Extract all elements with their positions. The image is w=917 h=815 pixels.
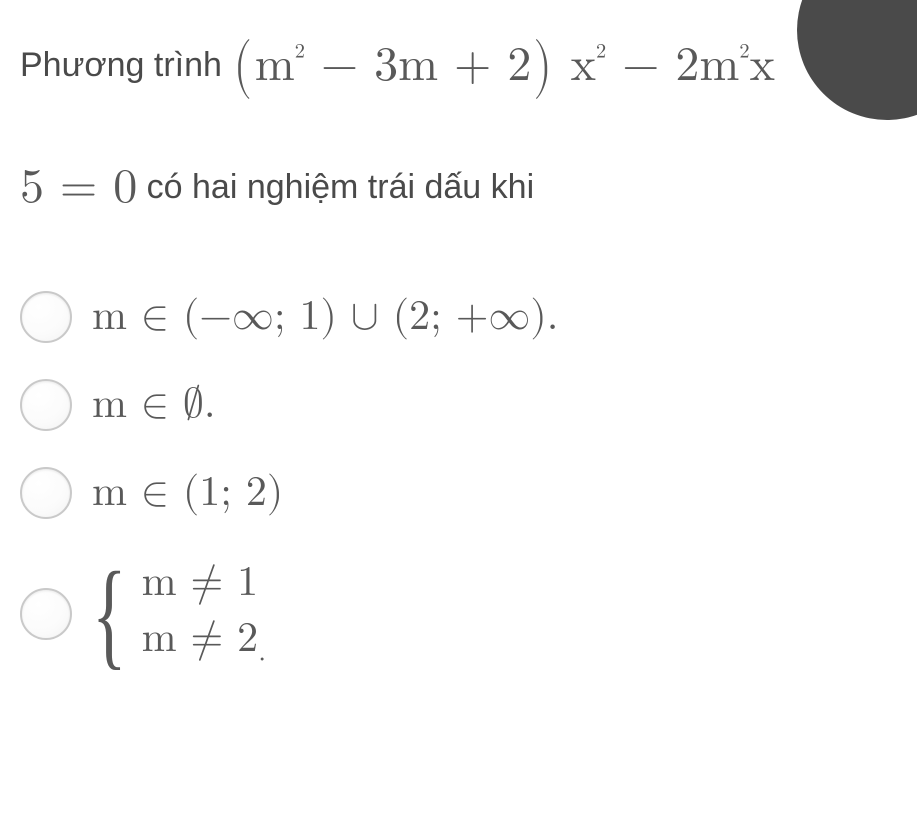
radio-d[interactable] [20, 588, 72, 640]
option-d-line2-b: 2 [223, 618, 258, 660]
close-paren: ) [534, 18, 553, 114]
eq-x1-exp: 2 [596, 42, 606, 62]
option-d-lines: m ≠ 1 m ≠ 2. [142, 555, 266, 673]
radio-c[interactable] [20, 467, 72, 519]
option-d[interactable]: { m ≠ 1 m ≠ 2. [20, 555, 917, 673]
eq-d-exp: 2 [739, 42, 749, 62]
brace-icon: { [92, 560, 127, 668]
option-b-text: m ∈ ∅. [92, 380, 216, 430]
question-line-1: Phương trình (m2 − 3m + 2) x2 − 2m2x [20, 18, 917, 114]
eq-b: − 3m + 2 [305, 42, 531, 90]
option-a[interactable]: m ∈ (−∞; 1) ∪ (2; +∞). [20, 291, 917, 343]
option-c[interactable]: m ∈ (1; 2) [20, 467, 917, 519]
neq-icon-2: ≠ [191, 618, 224, 660]
question-line2-tail: có hai nghiệm trái dấu khi [147, 168, 534, 206]
eq-line2-lead: 5 = 0 [20, 164, 137, 212]
option-d-line2-a: m [142, 618, 191, 660]
eq-m1-exp: 2 [295, 42, 305, 62]
radio-b[interactable] [20, 379, 72, 431]
open-paren: ( [234, 18, 253, 114]
eq-m1: m [255, 42, 295, 90]
option-d-dot: . [258, 639, 266, 667]
eq-d: − 2m [606, 42, 739, 90]
radio-a[interactable] [20, 291, 72, 343]
question-line-2: 5 = 0 có hai nghiệm trái dấu khi [20, 150, 917, 227]
option-a-text: m ∈ (−∞; 1) ∪ (2; +∞). [92, 292, 558, 342]
options-group: m ∈ (−∞; 1) ∪ (2; +∞). m ∈ ∅. m ∈ (1; 2)… [20, 291, 917, 673]
option-d-line1-a: m [142, 562, 191, 604]
option-b[interactable]: m ∈ ∅. [20, 379, 917, 431]
neq-icon-1: ≠ [191, 562, 224, 604]
question-page: Phương trình (m2 − 3m + 2) x2 − 2m2x 5 =… [0, 0, 917, 673]
option-c-text: m ∈ (1; 2) [92, 468, 283, 518]
option-d-line1-b: 1 [223, 562, 258, 604]
eq-e: x [750, 42, 775, 90]
question-prefix: Phương trình [20, 46, 231, 84]
eq-x1: x [555, 42, 596, 90]
